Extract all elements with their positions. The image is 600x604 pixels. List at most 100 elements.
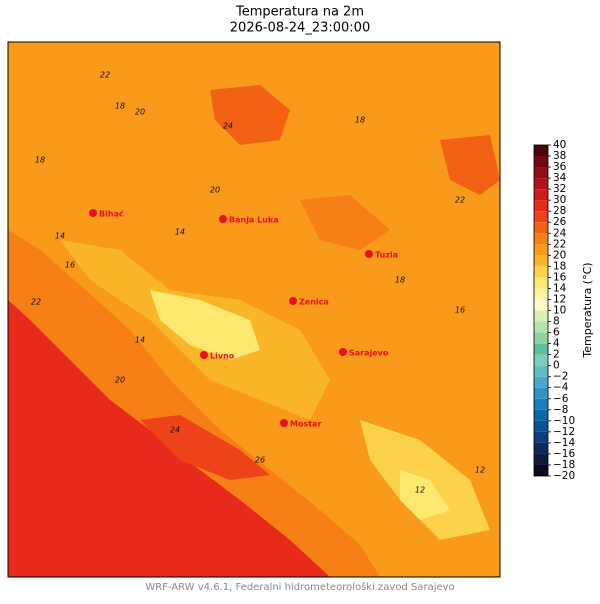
- colorbar-tick-label: 16: [553, 271, 567, 283]
- colorbar-tick-label: 24: [553, 227, 567, 239]
- city-label: Tuzla: [375, 251, 398, 260]
- colorbar-segment: [534, 200, 548, 212]
- colorbar-segment: [534, 277, 548, 289]
- contour-label: 16: [65, 261, 75, 270]
- cool-patch-east-core: [400, 470, 450, 520]
- title: Temperatura na 2m: [235, 5, 364, 20]
- contour-label: 20: [135, 108, 145, 117]
- city-label: Banja Luka: [229, 216, 279, 225]
- colorbar-tick-label: −20: [553, 470, 575, 482]
- colorbar-tick-label: −10: [553, 415, 575, 427]
- colorbar-segment: [534, 233, 548, 245]
- colorbar-tick-label: −6: [553, 393, 569, 405]
- contour-label: 24: [223, 122, 233, 131]
- colorbar-tick-label: 26: [553, 216, 567, 228]
- colorbar-tick-label: 18: [553, 260, 566, 272]
- contour-label: 14: [55, 232, 65, 241]
- contour-label: 12: [475, 466, 485, 475]
- colorbar-tick-label: 32: [553, 183, 566, 195]
- colorbar-segment: [534, 189, 548, 201]
- colorbar-segment: [534, 321, 548, 333]
- city-label: Sarajevo: [349, 349, 389, 358]
- colorbar-segment: [534, 387, 548, 399]
- colorbar-tick-label: −18: [553, 459, 575, 471]
- colorbar-tick-label: 12: [553, 293, 566, 305]
- city-marker: [200, 351, 208, 359]
- colorbar-tick-label: 28: [553, 205, 566, 217]
- colorbar-segment: [534, 178, 548, 190]
- colorbar-tick-label: 14: [553, 282, 567, 294]
- colorbar-segment: [534, 299, 548, 311]
- city-marker: [280, 419, 288, 427]
- colorbar-segment: [534, 365, 548, 377]
- colorbar-segment: [534, 464, 548, 476]
- colorbar-segment: [534, 310, 548, 322]
- contour-label: 22: [100, 71, 110, 80]
- colorbar-tick-label: −14: [553, 437, 575, 449]
- subtitle: 2026-08-24_23:00:00: [230, 21, 370, 36]
- colorbar-tick-label: −16: [553, 448, 575, 460]
- contour-label: 14: [135, 336, 145, 345]
- colorbar-tick-label: −2: [553, 371, 568, 383]
- city-marker: [339, 348, 347, 356]
- cities: Bihać Banja Luka Tuzla Zenica Livno Sarajevo M…: [89, 209, 398, 429]
- colorbar-tick-label: 20: [553, 249, 566, 261]
- colorbar-tick-label: 10: [553, 305, 566, 317]
- city-label: Mostar: [290, 420, 321, 429]
- contour-label: 20: [210, 186, 220, 195]
- colorbar-segment: [534, 354, 548, 366]
- city-marker: [219, 215, 227, 223]
- colorbar-segment: [534, 442, 548, 454]
- colorbar-tick-label: 30: [553, 194, 566, 206]
- colorbar-tick-label: 8: [553, 316, 560, 328]
- colorbar-segment: [534, 409, 548, 421]
- colorbar-tick-label: 38: [553, 150, 566, 162]
- warm-patch-north: [210, 85, 290, 145]
- colorbar-tick-label: 36: [553, 161, 567, 173]
- contour-label: 22: [31, 298, 41, 307]
- contour-label: 26: [255, 456, 265, 465]
- city-marker: [365, 250, 373, 258]
- map-area: [7, 41, 501, 578]
- footer: WRF-ARW v4.6.1, Federalni hidrometeorolo…: [145, 581, 454, 593]
- colorbar-segment: [534, 266, 548, 278]
- colorbar-label: Temperatura (°C): [581, 262, 594, 358]
- city-label: Livno: [210, 352, 235, 361]
- colorbar-segment: [534, 376, 548, 388]
- island-zone: [140, 415, 270, 480]
- contour-label: 18: [355, 116, 365, 125]
- cool-patch: [150, 290, 260, 360]
- contour-label: 20: [115, 376, 125, 385]
- colorbar-segment: [534, 343, 548, 355]
- city-label: Bihać: [99, 209, 124, 219]
- colorbar-tick-label: 34: [553, 172, 567, 184]
- contour-label: 16: [455, 306, 465, 315]
- colorbar-segment: [534, 398, 548, 410]
- colorbar-segment: [534, 222, 548, 234]
- colorbar-segment: [534, 211, 548, 223]
- contour-label: 18: [395, 276, 405, 285]
- contour-label: 14: [175, 228, 185, 237]
- colorbar-segment: [534, 156, 548, 168]
- contour-labels: 18 22 24 20 18 14 16 14 20 18 22 26 24 12 14 20 18 16 22 12: [31, 71, 485, 495]
- contour-label: 18: [115, 102, 125, 111]
- contour-label: 18: [35, 156, 45, 165]
- colorbar-tick-label: −8: [553, 404, 568, 416]
- city-label: Zenica: [299, 298, 329, 307]
- warm-patch-east: [440, 135, 500, 195]
- colorbar-segment: [534, 453, 548, 465]
- colorbar-segment: [534, 431, 548, 443]
- colorbar-tick-label: −4: [553, 382, 569, 394]
- colorbar-tick-label: 2: [553, 349, 560, 361]
- colorbar-tick-label: 6: [553, 327, 560, 339]
- colorbar-segment: [534, 145, 548, 157]
- city-marker: [89, 209, 97, 217]
- colorbar-tick-label: −12: [553, 426, 575, 438]
- colorbar-segment: [534, 420, 548, 432]
- contour-label: 12: [415, 486, 425, 495]
- colorbar-tick-label: 22: [553, 238, 566, 250]
- colorbar: −20−18−16−14−12−10−8−6−4−202468101214161…: [533, 139, 575, 482]
- colorbar-segment: [534, 332, 548, 344]
- map-frame: [7, 41, 501, 578]
